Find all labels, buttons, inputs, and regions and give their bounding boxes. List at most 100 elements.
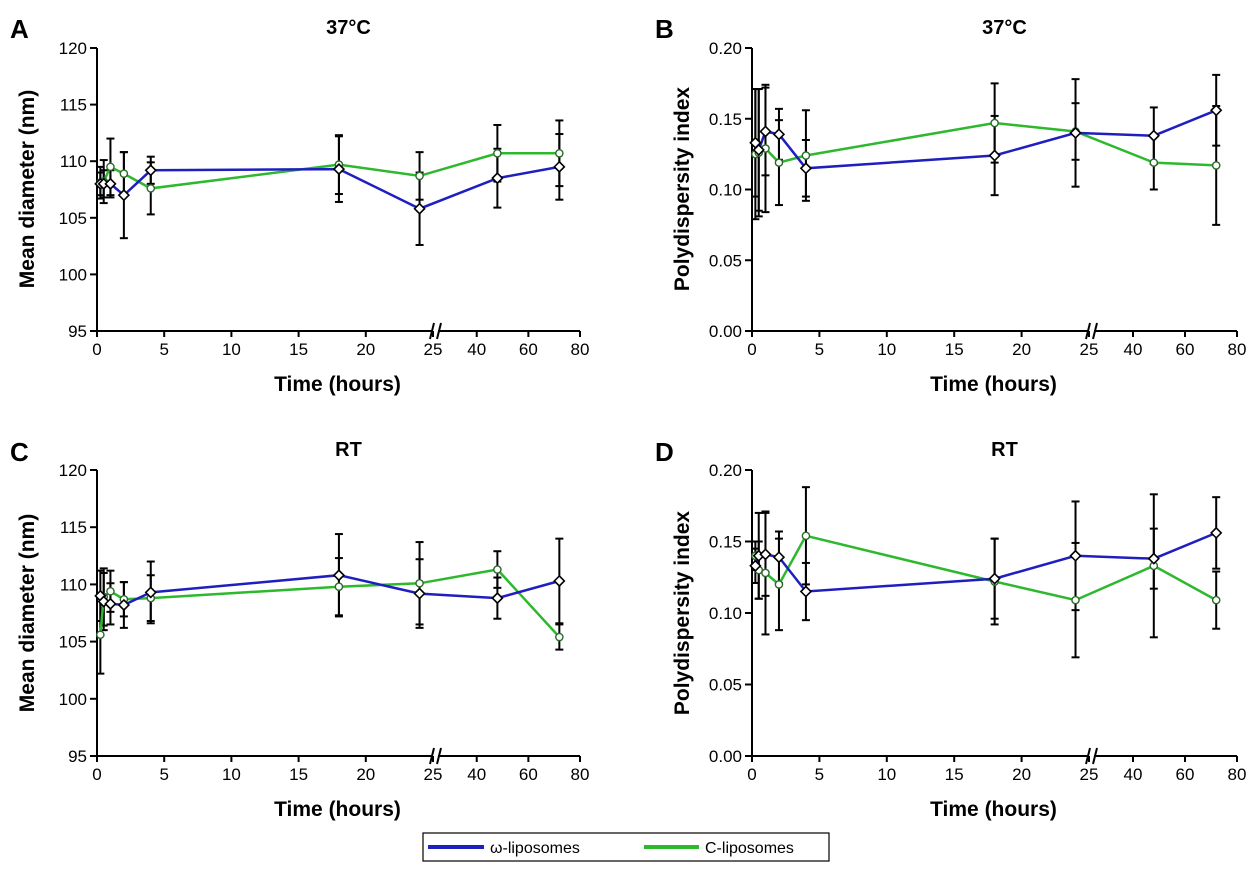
data-point-omega	[144, 586, 157, 599]
x-tick-label: 40	[1124, 765, 1143, 784]
y-tick-label: 115	[60, 96, 87, 115]
data-point-omega	[988, 572, 1001, 585]
data-point-omega	[1147, 129, 1160, 142]
data-point-omega	[117, 189, 131, 202]
data-point-omega	[799, 585, 813, 598]
panel-letter: C	[10, 437, 29, 467]
x-axis-break-mark	[436, 747, 442, 765]
x-tick-label: 15	[289, 340, 308, 359]
y-tick-label: 120	[59, 461, 87, 480]
data-point-omega	[104, 597, 117, 610]
y-tick-label: 0.05	[709, 676, 742, 695]
series-line-c	[99, 568, 561, 638]
data-point-omega	[1210, 526, 1223, 540]
y-tick-label: 110	[60, 575, 87, 594]
x-tick-label: 60	[1176, 765, 1195, 784]
x-axis-label: Time (hours)	[274, 373, 401, 396]
error-bars-c	[751, 486, 1221, 659]
x-tick-label: 80	[571, 340, 590, 359]
x-tick-label: 60	[1176, 340, 1195, 359]
x-axis-break-mark	[1092, 322, 1098, 340]
data-point-c	[96, 630, 105, 640]
data-point-c	[801, 151, 811, 160]
chart-title: RT	[991, 439, 1018, 461]
data-point-c	[415, 171, 424, 181]
x-axis-label: Time (hours)	[274, 798, 401, 821]
chart-title: RT	[335, 439, 362, 461]
series-line-omega	[100, 165, 560, 211]
y-tick-label: 0.05	[709, 251, 742, 270]
data-point-c	[990, 118, 999, 128]
x-tick-label: 0	[92, 765, 101, 784]
y-axis-label: Mean diameter (nm)	[16, 90, 39, 288]
data-point-c	[493, 565, 502, 574]
y-axis-label: Polydispersity index	[671, 87, 694, 292]
data-point-c	[1211, 595, 1221, 605]
data-point-omega	[759, 125, 772, 138]
error-bars-omega	[96, 133, 564, 246]
x-tick-label: 15	[945, 340, 964, 359]
y-tick-label: 105	[59, 633, 87, 652]
x-tick-label: 40	[467, 340, 486, 359]
y-tick-label: 0.00	[709, 322, 742, 341]
panel-letter: A	[10, 14, 29, 44]
data-point-omega	[413, 202, 426, 215]
x-tick-label: 5	[159, 765, 168, 784]
chart-title: 37°C	[326, 17, 371, 39]
legend-frame	[422, 832, 830, 862]
data-point-omega	[1147, 552, 1160, 565]
data-point-omega	[752, 143, 765, 157]
data-point-omega	[332, 162, 346, 176]
x-tick-label: 25	[424, 340, 443, 359]
data-point-c	[146, 184, 156, 193]
y-tick-label: 110	[60, 152, 87, 171]
x-axis-label: Time (hours)	[930, 798, 1057, 821]
data-point-c	[1211, 161, 1221, 170]
data-point-c	[1071, 595, 1080, 605]
x-tick-label: 15	[945, 765, 964, 784]
x-tick-label: 60	[519, 340, 538, 359]
data-point-omega	[1069, 549, 1082, 562]
y-tick-label: 95	[68, 322, 87, 341]
y-tick-label: 0.10	[709, 181, 742, 200]
chart-panel-b: B 37°C Polydispersity index Time (hours) 0.0…	[655, 14, 1246, 396]
y-tick-label: 0.20	[709, 461, 742, 480]
x-tick-label: 20	[1012, 340, 1031, 359]
data-point-c	[334, 582, 344, 591]
y-tick-label: 100	[59, 265, 87, 284]
x-tick-label: 80	[1228, 340, 1247, 359]
x-tick-label: 10	[222, 765, 241, 784]
x-tick-label: 25	[1080, 765, 1099, 784]
x-tick-label: 5	[159, 340, 168, 359]
legend: ω-liposomes C-liposomes	[422, 832, 830, 862]
data-point-omega	[1210, 104, 1223, 117]
y-tick-label: 0.00	[709, 747, 742, 766]
x-tick-label: 20	[356, 340, 375, 359]
y-tick-label: 0.15	[709, 533, 742, 552]
legend-label-c: C-liposomes	[705, 840, 794, 857]
x-tick-label: 20	[356, 765, 375, 784]
data-point-omega	[491, 591, 504, 605]
data-point-omega	[759, 548, 772, 561]
x-tick-label: 60	[519, 765, 538, 784]
x-tick-label: 5	[815, 340, 824, 359]
data-point-omega	[332, 569, 346, 582]
data-point-c	[493, 148, 502, 158]
data-point-omega	[772, 551, 786, 564]
y-tick-label: 115	[60, 518, 87, 537]
data-point-omega	[553, 160, 566, 173]
x-axis-break-mark	[1092, 747, 1098, 765]
chart-title: 37°C	[982, 17, 1027, 39]
error-bars-omega	[96, 533, 564, 632]
data-point-c	[801, 531, 811, 541]
x-tick-label: 80	[1228, 765, 1247, 784]
data-point-omega	[1069, 126, 1082, 140]
x-tick-label: 5	[815, 765, 824, 784]
data-point-omega	[988, 149, 1001, 162]
x-tick-label: 10	[222, 340, 241, 359]
data-point-c	[555, 632, 564, 642]
data-point-omega	[144, 164, 157, 177]
error-bars-c	[96, 119, 564, 216]
error-bars-c	[751, 82, 1221, 226]
